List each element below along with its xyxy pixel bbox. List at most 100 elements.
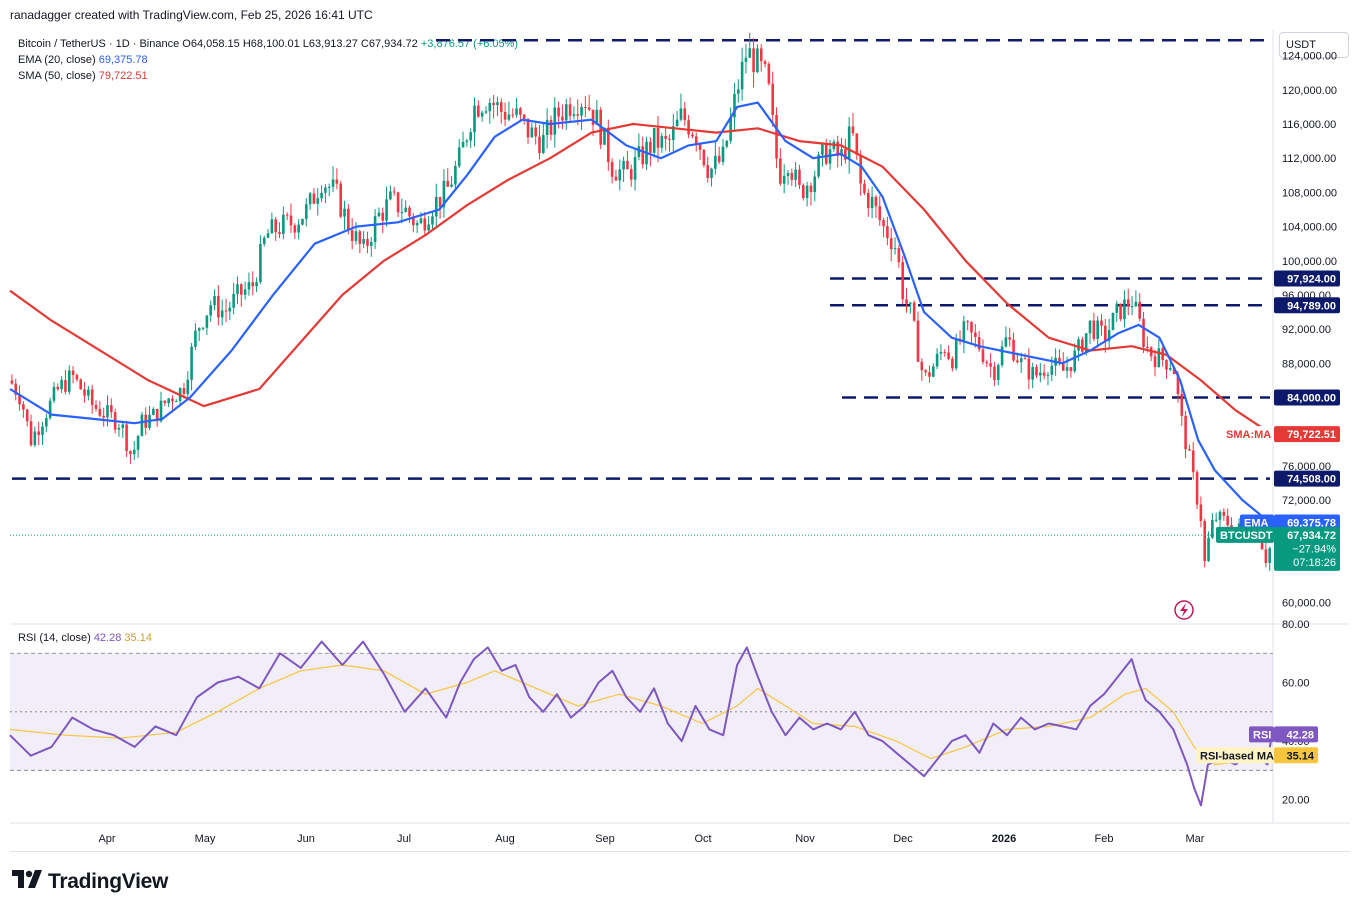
symbol-name[interactable]: Bitcoin / TetherUS · 1D · Binance	[18, 38, 180, 50]
candle-body	[1115, 303, 1119, 313]
price-tick-label: 60,000.00	[1282, 598, 1331, 610]
candle-body	[1096, 320, 1099, 339]
candle-body	[419, 218, 423, 224]
price-tick-label: 88,000.00	[1282, 358, 1331, 370]
price-axis[interactable]: 60,000.00 72,000.00 76,000.00 88,000.00 92,0…	[1282, 51, 1337, 610]
candle-body	[587, 107, 591, 110]
candle-body	[232, 293, 235, 308]
candle-body	[603, 127, 606, 145]
candle-body	[396, 192, 400, 213]
rsi-ma-name-tag: RSI-based MA	[1196, 747, 1274, 764]
candle-body	[381, 212, 385, 221]
candle-body	[1000, 346, 1004, 366]
time-tick-label: Jun	[297, 833, 315, 845]
candle-body	[844, 149, 847, 160]
candle-body	[194, 330, 197, 347]
sma-legend-row[interactable]: SMA (50, close) 79,722.51	[18, 68, 518, 84]
candle-body	[660, 135, 664, 148]
candle-body	[519, 108, 522, 115]
candle-body	[805, 185, 809, 199]
ema-legend-row[interactable]: EMA (20, close) 69,375.78	[18, 52, 518, 68]
candle-body	[480, 112, 484, 117]
candle-body	[1050, 365, 1054, 375]
candle-body	[515, 108, 518, 115]
candle-body	[155, 408, 159, 422]
ema-legend-value: 69,375.78	[98, 54, 148, 66]
candle-body	[740, 61, 744, 90]
last-price-value: 67,934.72	[1287, 530, 1336, 542]
candle-body	[801, 184, 805, 199]
candle-body	[931, 366, 935, 377]
time-tick-label: Jul	[397, 833, 411, 845]
candle-body	[889, 238, 893, 250]
candle-body	[404, 207, 407, 212]
candle-body	[75, 374, 79, 380]
candle-body	[190, 346, 193, 380]
candle-body	[415, 223, 419, 226]
candle-body	[649, 141, 652, 153]
candle-body	[721, 146, 725, 162]
candle-body	[1226, 515, 1229, 526]
candle-body	[725, 140, 729, 147]
candle-body	[874, 196, 878, 207]
candle-body	[954, 338, 958, 369]
candle-body	[679, 108, 683, 120]
level-price-tag-text: 74,508.00	[1287, 474, 1336, 486]
candle-body	[10, 380, 14, 384]
alert-icon[interactable]	[1174, 600, 1194, 620]
candle-body	[503, 111, 507, 120]
candle-body	[64, 380, 67, 392]
candle-body	[1031, 366, 1034, 380]
candle-body	[626, 160, 629, 170]
candle-body	[377, 212, 381, 217]
candle-body	[618, 169, 622, 181]
rsi-legend[interactable]: RSI (14, close) 42.28 35.14	[18, 632, 152, 644]
rsi-tick-label: 80.00	[1282, 619, 1310, 631]
ema-name-tag-bg	[1240, 514, 1274, 531]
candle-body	[129, 451, 132, 455]
candle-body	[209, 305, 213, 316]
symbol-name-tag-bg	[1216, 526, 1274, 543]
candle-body	[228, 307, 232, 312]
candle-body	[553, 107, 557, 135]
candle-body	[171, 398, 174, 402]
time-axis[interactable]: Apr May Jun Jul Aug Sep Oct Nov Dec 2026 Feb Mar	[98, 833, 1204, 845]
candle-body	[1023, 358, 1027, 360]
candle-body	[733, 93, 736, 118]
candle-body	[928, 372, 931, 377]
candle-body	[790, 172, 794, 180]
candle-body	[905, 299, 908, 304]
candle-body	[270, 219, 274, 234]
candle-body	[1207, 537, 1210, 561]
candle-body	[564, 104, 568, 121]
candle-body	[125, 424, 128, 452]
candle-body	[1237, 523, 1241, 529]
candle-body	[683, 108, 687, 121]
candle-body	[1092, 320, 1096, 339]
candle-body	[633, 157, 637, 180]
candle-body	[343, 208, 346, 217]
candle-body	[702, 149, 706, 166]
candle-body	[786, 172, 790, 176]
candle-body	[851, 126, 855, 134]
candle-body	[1012, 339, 1015, 361]
candle-body	[1130, 306, 1134, 308]
tradingview-logo[interactable]: TradingView	[12, 870, 168, 894]
candle-body	[477, 105, 480, 117]
candle-body	[461, 141, 465, 148]
candle-body	[1172, 367, 1176, 375]
candle-body	[561, 116, 564, 121]
candle-body	[511, 114, 515, 116]
candle-body	[1134, 301, 1138, 307]
currency-selector[interactable]: USDT	[1279, 32, 1349, 58]
candle-body	[821, 144, 824, 155]
candle-body	[102, 415, 105, 418]
candle-body	[1142, 318, 1145, 347]
candle-body	[358, 231, 362, 244]
candle-body	[438, 196, 442, 208]
candle-body	[576, 114, 580, 116]
candle-body	[782, 175, 786, 184]
candle-body	[863, 183, 866, 193]
candle-body	[866, 192, 870, 209]
